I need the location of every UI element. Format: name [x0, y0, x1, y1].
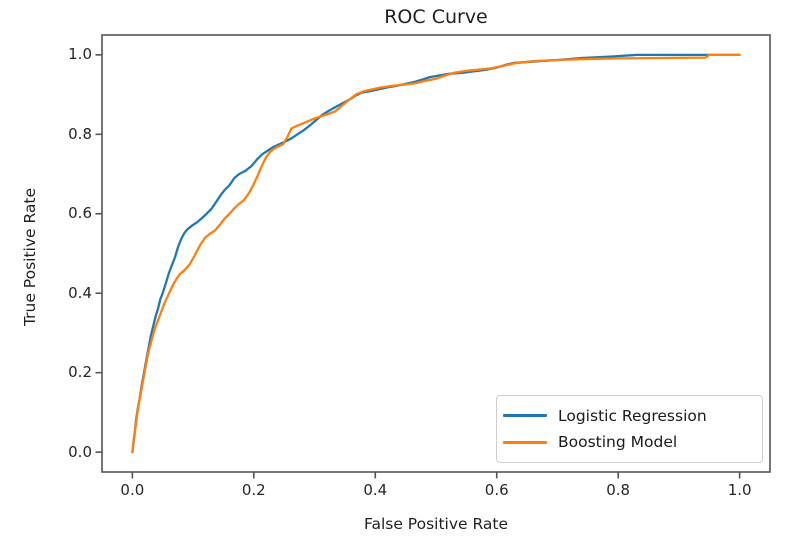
roc-curve-logistic-regression [131, 53, 741, 454]
y-tick-label: 0.0 [68, 442, 92, 461]
legend-line-swatch [503, 440, 547, 444]
x-tick-label: 0.0 [120, 481, 145, 499]
x-tick-label: 0.6 [484, 481, 509, 499]
x-tick-label: 0.4 [363, 481, 388, 499]
legend-entry: Logistic Regression [503, 407, 756, 425]
legend-entry: Boosting Model [503, 433, 756, 451]
x-tick-label: 0.8 [606, 481, 631, 499]
x-tick-label: 1.0 [727, 481, 752, 499]
x-tick-label: 0.2 [241, 481, 266, 499]
chart-title: ROC Curve [384, 6, 488, 28]
plot-area-border [101, 34, 771, 473]
y-tick-label: 0.4 [68, 283, 92, 302]
legend: Logistic Regression Boosting Model [496, 395, 763, 463]
x-axis-label: False Positive Rate [363, 515, 509, 533]
y-tick-label: 0.2 [68, 363, 92, 382]
legend-label: Logistic Regression [558, 406, 707, 425]
y-tick-label: 0.8 [68, 124, 92, 143]
legend-label: Boosting Model [558, 433, 678, 452]
legend-line-swatch [503, 414, 547, 418]
roc-curve-boosting-model [131, 53, 741, 454]
y-tick-label: 1.0 [68, 45, 92, 64]
y-tick-label: 0.6 [68, 204, 92, 223]
y-axis-label: True Positive Rate [21, 187, 39, 327]
